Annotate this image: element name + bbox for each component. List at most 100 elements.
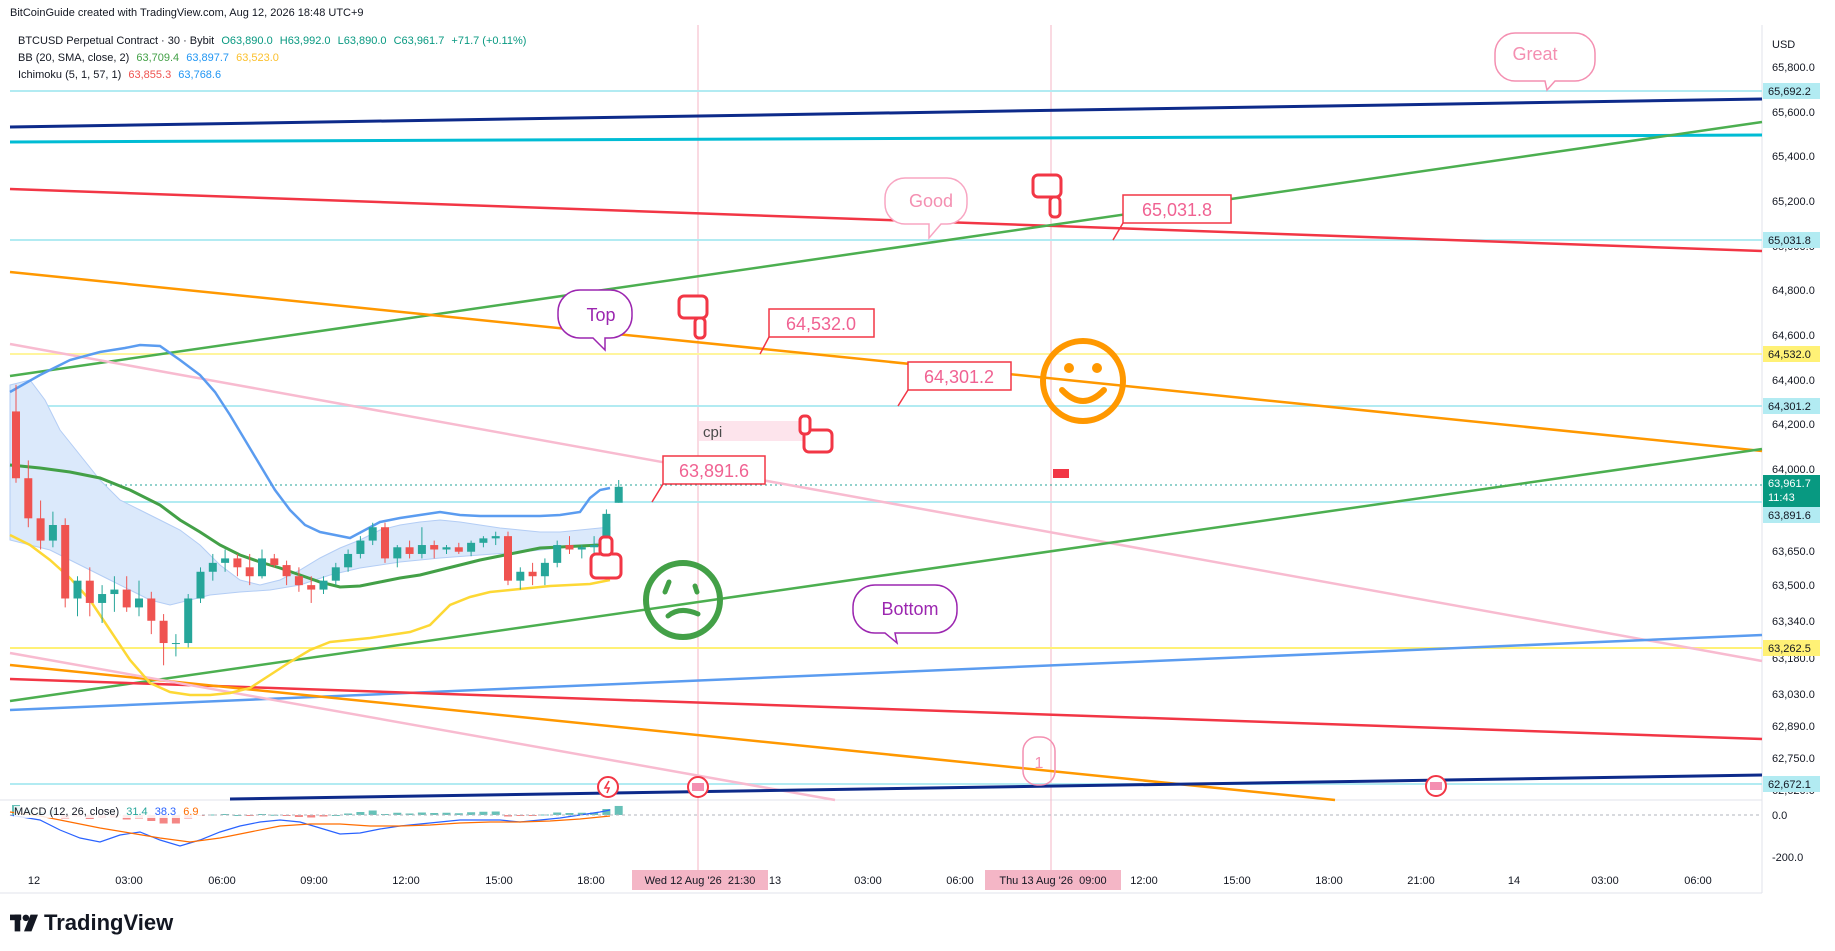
price-tick: 65,800.0 (1772, 62, 1815, 74)
bottom-label: Bottom (881, 599, 938, 619)
green-trendline-lower (9, 447, 1763, 703)
flag-icon (1053, 469, 1069, 478)
time-axis[interactable]: 12 03:00 06:00 09:00 12:00 15:00 18:00 1… (28, 870, 1712, 890)
candle-body (98, 594, 107, 603)
marker-one[interactable]: 1 (1022, 736, 1056, 786)
macd-bar (577, 812, 586, 815)
macd-bar (614, 805, 623, 815)
candle-body (48, 525, 57, 541)
marker-one-text: 1 (1035, 755, 1044, 772)
ichimoku-name[interactable]: Ichimoku (5, 1, 57, 1) (18, 69, 122, 81)
badge-65692: 65,692.2 (1768, 86, 1811, 98)
good-callout[interactable]: Good (884, 177, 968, 241)
price-tick: 65,600.0 (1772, 107, 1815, 119)
red-trendline-lower (9, 677, 1763, 741)
ohlc-high: H63,992.0 (279, 35, 331, 47)
navy-trendline-lower (229, 773, 1763, 801)
price-box-65031[interactable]: 65,031.8 (1112, 194, 1232, 241)
bottom-callout[interactable]: Bottom (852, 584, 958, 645)
candle-body (221, 558, 230, 563)
time-highlight-2: Thu 13 Aug '26 09:00 (999, 875, 1106, 887)
axis-currency: USD (1772, 39, 1795, 51)
price-box-64532-text: 64,532.0 (786, 314, 856, 334)
price-box-64301-text: 64,301.2 (924, 367, 994, 387)
ohlc-open: O63,890.0 (221, 35, 273, 47)
candle-body (331, 567, 340, 581)
candle-body (528, 571, 537, 577)
candle-body (430, 545, 439, 550)
candle-body (196, 571, 205, 599)
price-box-64301[interactable]: 64,301.2 (897, 361, 1012, 407)
candle-body (294, 576, 303, 586)
time-tick: 09:00 (300, 875, 328, 887)
cpi-text: cpi (703, 424, 722, 441)
great-label: Great (1512, 44, 1557, 64)
time-tick: 15:00 (485, 875, 513, 887)
macd-bar (393, 812, 402, 815)
price-tick: 64,600.0 (1772, 330, 1815, 342)
price-box-63891[interactable]: 63,891.6 (651, 455, 766, 503)
price-axis[interactable]: USD 65,800.0 65,600.0 65,400.0 65,200.0 … (1763, 39, 1820, 864)
pink-trendline-lower (9, 651, 836, 802)
ohlc-close: C63,961.7 (393, 35, 445, 47)
macd-bar (430, 813, 439, 815)
candle-body (381, 527, 389, 559)
orange-trendline-upper (9, 270, 1763, 453)
us-flag-event-icon[interactable] (1425, 775, 1447, 797)
macd-bar (294, 815, 303, 817)
bb-upper-line (9, 343, 611, 540)
lightning-event-icon[interactable] (597, 776, 619, 798)
bb-legend[interactable]: BB (20, SMA, close, 2) 63,709.4 63,897.7… (18, 52, 283, 64)
macd-bar (245, 815, 254, 816)
bb-name[interactable]: BB (20, SMA, close, 2) (18, 52, 130, 64)
macd-bar (454, 813, 463, 815)
time-tick: 12 (28, 875, 40, 887)
macd-bar (590, 812, 599, 815)
ichimoku-legend[interactable]: Ichimoku (5, 1, 57, 1) 63,855.3 63,768.6 (18, 69, 225, 81)
good-label: Good (909, 191, 953, 211)
ichimoku-value-1: 63,855.3 (128, 69, 172, 81)
time-tick: 06:00 (1684, 875, 1712, 887)
macd-bar (602, 809, 611, 815)
candle-body (61, 525, 70, 599)
macd-bar (479, 811, 488, 815)
candle-body (417, 545, 426, 554)
chart-credit: BitCoinGuide created with TradingView.co… (10, 7, 364, 19)
badge-65031: 65,031.8 (1768, 235, 1811, 247)
tradingview-logo[interactable]: TradingView (10, 910, 173, 936)
macd-signal-line (9, 811, 611, 843)
time-tick: 12:00 (392, 875, 420, 887)
candle-body (110, 589, 119, 595)
great-callout[interactable]: Great (1494, 32, 1596, 92)
pointing-hand-icon (589, 535, 623, 580)
ohlc-change: +71.7 (+0.11%) (451, 35, 527, 47)
macd-bar (356, 812, 365, 815)
bb-value-upper: 63,897.7 (186, 52, 230, 64)
macd-bar (233, 815, 242, 816)
macd-bar (467, 812, 476, 815)
time-tick: 18:00 (577, 875, 605, 887)
candle-body (356, 540, 365, 554)
macd-legend[interactable]: MACD (12, 26, close) 31.4 38.3 6.9 (14, 806, 203, 818)
price-tick: 64,200.0 (1772, 419, 1815, 431)
top-callout[interactable]: Top (557, 289, 633, 352)
time-highlight-1: Wed 12 Aug '26 21:30 (645, 875, 756, 887)
time-tick: 03:00 (1591, 875, 1619, 887)
candle-body (590, 545, 599, 548)
ohlc-low: L63,890.0 (337, 35, 387, 47)
bb-basis-line (9, 463, 611, 589)
symbol-name[interactable]: BTCUSD Perpetual Contract · 30 · Bybit (18, 35, 215, 47)
cpi-label[interactable]: cpi (699, 421, 809, 441)
us-flag-event-icon[interactable] (687, 776, 709, 798)
price-tick: 62,890.0 (1772, 721, 1815, 733)
candle-body (442, 547, 451, 550)
symbol-legend[interactable]: BTCUSD Perpetual Contract · 30 · Bybit O… (18, 35, 530, 47)
candle-body (454, 547, 463, 552)
macd-name[interactable]: MACD (12, 26, close) (14, 806, 120, 818)
candle-body (171, 643, 180, 645)
macd-bar (504, 815, 512, 817)
candle-body (479, 538, 488, 543)
price-box-64532[interactable]: 64,532.0 (759, 308, 875, 355)
candle-body (516, 571, 525, 581)
